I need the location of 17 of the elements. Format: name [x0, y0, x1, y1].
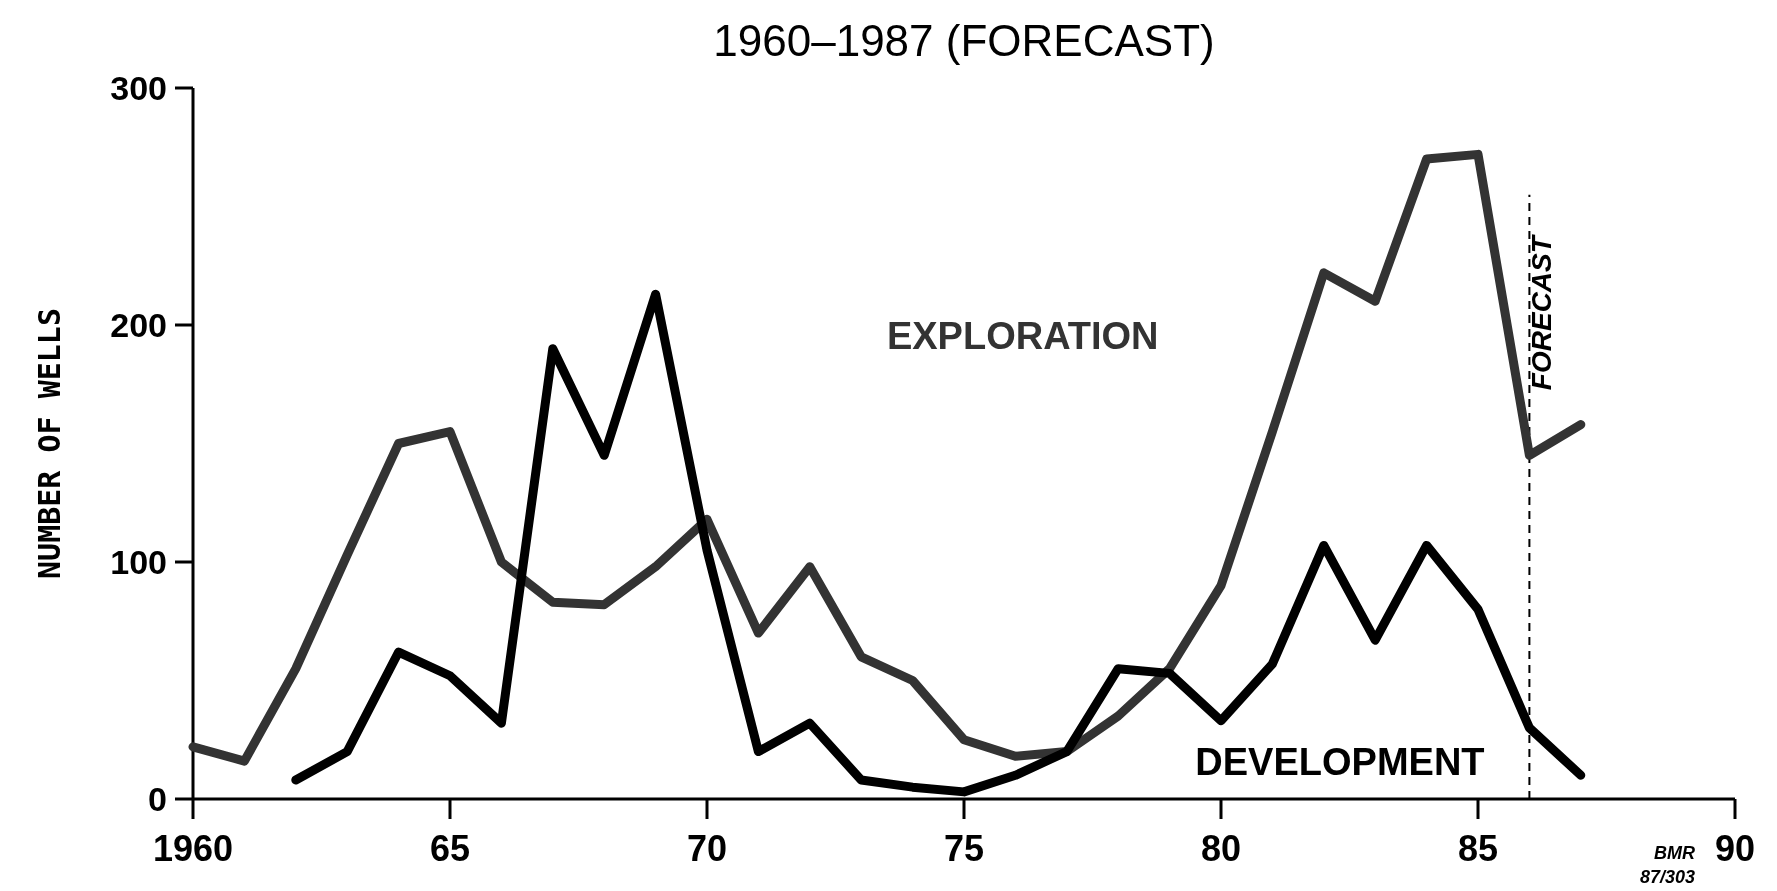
text: EXPLORATION: [886, 314, 1159, 357]
y-tick-label: 100: [110, 542, 167, 581]
y-tick-label: 0: [148, 779, 167, 818]
x-tick-label: 70: [686, 828, 728, 869]
x-tick-label: 1960: [152, 828, 234, 869]
x-tick-label: 85: [1457, 828, 1499, 869]
x-tick-label: 65: [429, 828, 471, 869]
x-tick-label: 80: [1200, 828, 1242, 869]
x-tick-label: 75: [943, 828, 985, 869]
y-axis-title: NUMBER OF WELLS: [32, 308, 67, 579]
chart-title: 1960–1987 (FORECAST): [713, 16, 1215, 65]
ref-line-label: FORECAST: [1526, 233, 1558, 391]
text: BMR 87/303: [1639, 843, 1695, 887]
x-tick-label: 90: [1714, 828, 1756, 869]
y-tick-label: 200: [110, 305, 167, 344]
y-tick-label: 300: [110, 68, 167, 107]
series-label: DEVELOPMENT: [1195, 741, 1485, 784]
